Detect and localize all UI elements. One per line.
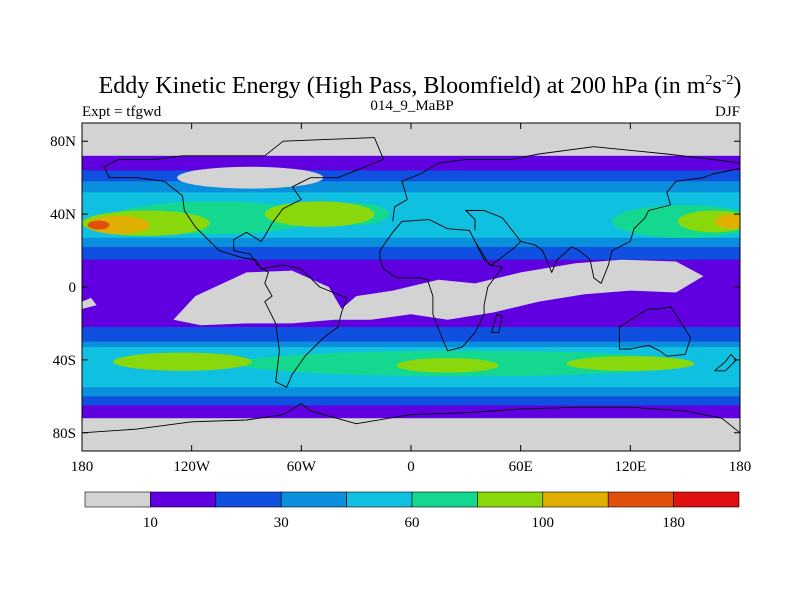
- chart-title: Eddy Kinetic Energy (High Pass, Bloomfie…: [99, 73, 742, 99]
- coastlines: [82, 137, 740, 434]
- colorbar-label-0: 10: [143, 515, 158, 531]
- contour-region-12: [396, 358, 499, 373]
- y-axis: 80N 40N 0 40S 80S: [50, 134, 740, 442]
- tropical-low-eke-region: [173, 259, 704, 326]
- x-axis: 180 120W 60W 0 60E 120E 180: [71, 123, 752, 475]
- colorbar-swatch-3: [280, 491, 347, 508]
- coastline-0: [103, 137, 385, 388]
- colorbar-swatch-2: [215, 491, 282, 508]
- y-tick-label-0: 80N: [50, 134, 76, 150]
- colorbar-label-3: 100: [532, 515, 555, 531]
- colorbar-swatch-8: [607, 491, 674, 508]
- y-tick-label-2: 0: [69, 280, 77, 296]
- x-tick-label-2: 60W: [287, 459, 317, 475]
- coastline-4: [520, 168, 740, 284]
- coastline-5: [618, 306, 692, 357]
- contour-region-6: [264, 201, 375, 227]
- x-tick-label-0: 180: [71, 459, 94, 475]
- colorbar-label-4: 180: [662, 515, 685, 531]
- colorbar-swatch-6: [477, 491, 544, 508]
- coastline-6: [714, 353, 737, 372]
- colorbar-swatch-7: [542, 491, 609, 508]
- y-tick-label-1: 40N: [50, 207, 76, 223]
- coastline-7: [82, 403, 740, 434]
- colorbar-swatch-0: [84, 491, 151, 508]
- colorbar-swatch-4: [346, 491, 413, 508]
- contour-field: [82, 123, 740, 451]
- colorbar: 10 30 60 100 180: [84, 491, 740, 531]
- colorbar-swatch-5: [411, 491, 478, 508]
- coastline-1: [392, 146, 740, 222]
- season-label: DJF: [715, 104, 740, 120]
- coastline-2: [379, 219, 503, 352]
- contour-region-13: [566, 356, 695, 371]
- contour-region-4: [87, 220, 110, 230]
- y-tick-label-4: 80S: [53, 426, 76, 442]
- colorbar-label-1: 30: [274, 515, 289, 531]
- x-tick-label-3: 0: [407, 459, 415, 475]
- x-tick-label-4: 60E: [509, 459, 533, 475]
- contour-region-0: [177, 166, 324, 189]
- x-tick-label-6: 180: [729, 459, 752, 475]
- contour-region-11: [113, 352, 252, 371]
- tropical-low-eke-region-west: [82, 297, 97, 309]
- contour-region-3: [87, 215, 150, 235]
- colorbar-swatch-1: [150, 491, 217, 508]
- colorbar-swatch-9: [673, 491, 740, 508]
- y-tick-label-3: 40S: [53, 353, 76, 369]
- experiment-label: Expt = tfgwd: [82, 104, 162, 120]
- colorbar-label-2: 60: [405, 515, 420, 531]
- contour-region-9: [714, 214, 740, 229]
- x-tick-label-5: 120E: [614, 459, 646, 475]
- x-tick-label-1: 120W: [173, 459, 211, 475]
- coastline-8: [490, 313, 503, 334]
- run-id-label: 014_9_MaBP: [370, 98, 453, 114]
